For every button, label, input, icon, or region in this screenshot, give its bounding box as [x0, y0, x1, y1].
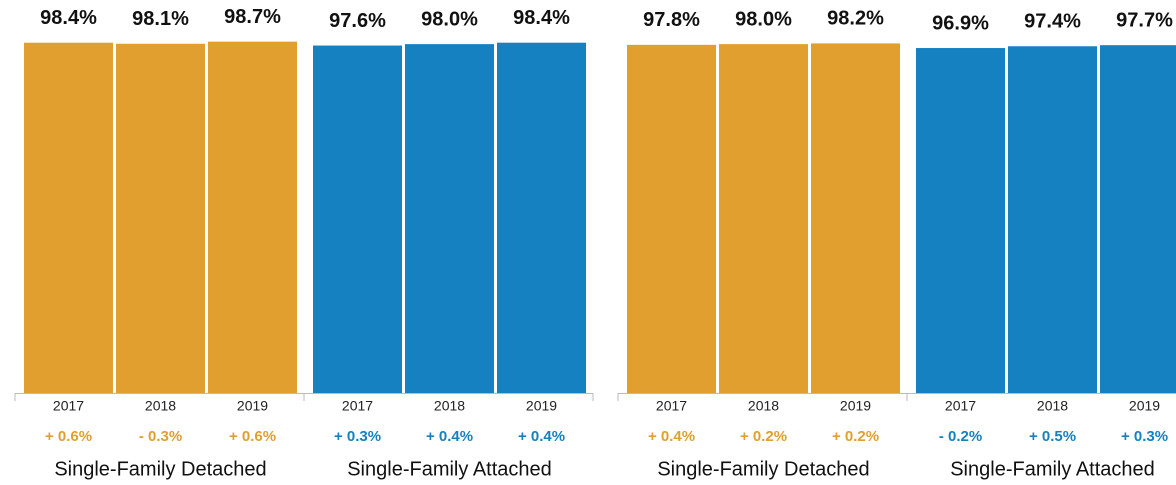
bar [497, 42, 586, 394]
bar [24, 42, 113, 394]
group-label: Single-Family Attached [347, 458, 552, 480]
value-label: 97.4% [1024, 11, 1081, 33]
bar [811, 43, 900, 394]
value-label: 97.8% [643, 9, 700, 31]
change-label: + 0.6% [45, 428, 92, 445]
change-label: + 0.3% [334, 428, 381, 445]
bar [1008, 46, 1097, 393]
bar [719, 44, 808, 394]
x-tick-label: 2019 [237, 398, 268, 414]
change-label: + 0.4% [518, 428, 565, 445]
change-label: + 0.2% [832, 428, 879, 445]
x-tick-label: 2018 [434, 398, 465, 414]
value-label: 98.0% [735, 8, 792, 30]
bar [313, 45, 402, 393]
value-label: 98.7% [224, 6, 281, 28]
value-label: 98.2% [827, 8, 884, 30]
value-label: 98.0% [421, 8, 478, 30]
bar [916, 48, 1005, 393]
change-label: - 0.3% [139, 428, 182, 445]
value-label: 98.4% [40, 7, 97, 29]
x-tick-label: 2017 [53, 398, 84, 414]
x-tick-label: 2018 [748, 398, 779, 414]
change-label: + 0.2% [740, 428, 787, 445]
change-label: + 0.6% [229, 428, 276, 445]
x-tick-label: 2018 [145, 398, 176, 414]
value-label: 97.6% [329, 10, 386, 32]
x-tick-label: 2019 [1129, 398, 1160, 414]
x-tick-label: 2017 [945, 398, 976, 414]
group-label: Single-Family Detached [657, 458, 869, 480]
value-label: 96.9% [932, 12, 989, 34]
group-label: Single-Family Attached [950, 458, 1155, 480]
change-label: + 0.3% [1121, 428, 1168, 445]
value-label: 98.1% [132, 8, 189, 30]
x-tick-label: 2017 [656, 398, 687, 414]
bar [208, 41, 297, 394]
bar [405, 44, 494, 394]
change-label: + 0.4% [426, 428, 473, 445]
bar [116, 43, 205, 393]
change-label: + 0.5% [1029, 428, 1076, 445]
x-tick-label: 2019 [840, 398, 871, 414]
group-label: Single-Family Detached [54, 458, 266, 480]
value-label: 98.4% [513, 7, 570, 29]
change-label: - 0.2% [939, 428, 982, 445]
bar [1100, 45, 1176, 394]
value-label: 97.7% [1116, 9, 1173, 31]
bar [627, 44, 716, 393]
x-tick-label: 2018 [1037, 398, 1068, 414]
change-label: + 0.4% [648, 428, 695, 445]
x-tick-label: 2019 [526, 398, 557, 414]
x-tick-label: 2017 [342, 398, 373, 414]
